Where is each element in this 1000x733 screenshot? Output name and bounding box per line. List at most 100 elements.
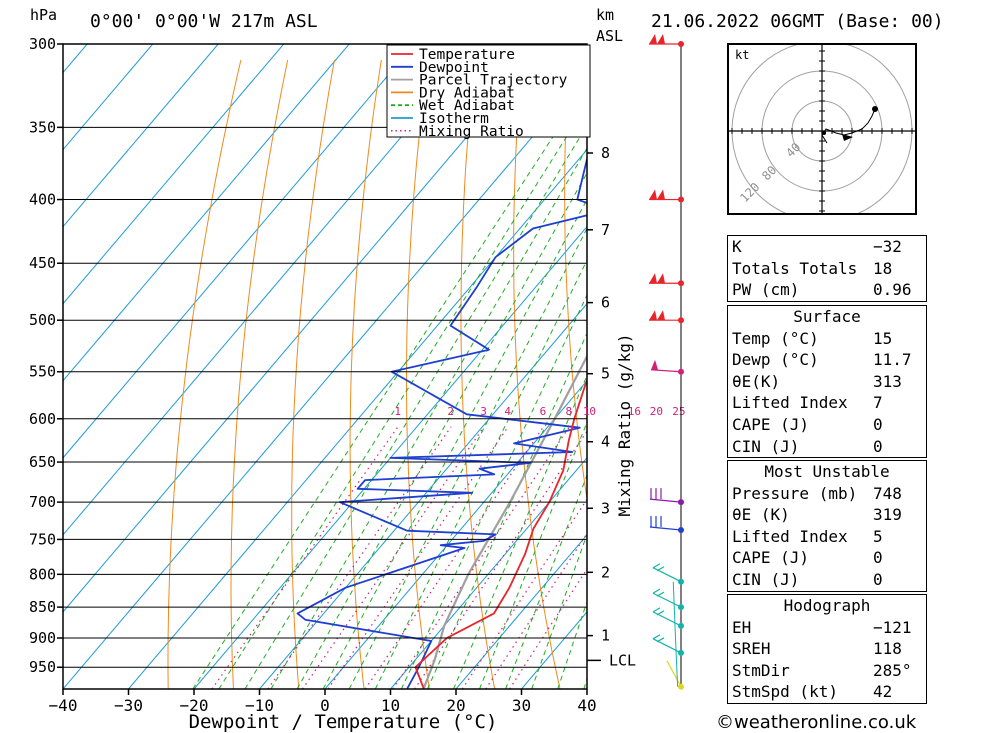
wet-adiabat-line [244, 124, 587, 689]
pressure-tick-label: 800 [29, 565, 56, 583]
pressure-tick-label: 400 [29, 191, 56, 209]
mixing-ratio-label: 4 [504, 405, 511, 418]
mixing-ratio-line [485, 532, 587, 689]
pressure-tick-label: 700 [29, 493, 56, 511]
index-value: 0.96 [873, 280, 912, 300]
surface-label: Temp (°C) [732, 328, 819, 348]
dry-adiabat-line [406, 59, 430, 689]
most-unstable-label: CAPE (J) [732, 548, 810, 568]
hodograph-ring-label-80: 80 [759, 163, 779, 183]
dry-adiabat-line [230, 59, 289, 689]
wet-adiabat-line [270, 147, 587, 689]
mixing-ratio-label: 2 [447, 405, 454, 418]
asl-label: ASL [596, 27, 624, 45]
pressure-tick-label: 900 [29, 629, 56, 647]
mixing-ratio-label: 3 [480, 405, 487, 418]
surface-title: Surface [793, 307, 861, 326]
indices-table: K −32 Totals Totals 18 PW (cm) 0.96 [727, 235, 927, 302]
wind-barb-feather [652, 563, 661, 569]
most-unstable-row: CAPE (J) 0 [728, 547, 926, 569]
x-tick-label: −20 [180, 696, 209, 715]
pressure-tick-label: 600 [29, 410, 56, 428]
index-row: PW (cm) 0.96 [728, 279, 926, 301]
wind-barb-feather [656, 591, 665, 597]
pressure-tick-label: 950 [29, 658, 56, 676]
hodograph-ring-label-120: 120 [737, 180, 762, 205]
location-title: 0°00' 0°00'W 217m ASL [90, 11, 318, 32]
dewpoint-line [296, 155, 587, 689]
wind-barb-shaft [652, 611, 682, 627]
x-tick-label: 0 [320, 696, 330, 715]
x-tick-label: −40 [49, 696, 78, 715]
index-label: K [732, 237, 742, 256]
index-label: PW (cm) [732, 280, 800, 300]
dry-adiabat-line [943, 60, 1000, 689]
altitude-tick-label: 3 [601, 499, 610, 517]
surface-label: Dewp (°C) [732, 350, 819, 370]
isotherm-line [63, 44, 547, 613]
hodograph-params-title: Hodograph [783, 596, 871, 615]
hodograph-end-dot [872, 106, 878, 112]
pressure-tick-label: 750 [29, 530, 56, 548]
wind-barb-pennant [657, 34, 665, 44]
mixing-ratio-label: 8 [566, 405, 573, 418]
dry-adiabat-line [291, 59, 335, 689]
pressure-tick-label: 500 [29, 311, 56, 329]
x-tick-label: 40 [577, 696, 596, 715]
mixing-ratio-label: 20 [650, 405, 663, 418]
hodograph-params-label: StmSpd (kt) [732, 682, 838, 702]
legend-label: Parcel Trajectory [419, 73, 568, 89]
dry-adiabat-line [564, 59, 587, 503]
wind-barb [649, 515, 684, 533]
x-tick-label: −30 [114, 696, 143, 715]
wet-adiabat-line [453, 374, 587, 689]
x-tick-label: 20 [446, 696, 465, 715]
isotherm-line [63, 44, 481, 536]
isotherm-line [63, 44, 350, 382]
index-row: K −32 [728, 236, 926, 258]
mixing-ratio-line [414, 430, 587, 689]
wind-barb-shaft [649, 498, 682, 503]
wind-barb-pennant [657, 273, 665, 284]
wind-barb-pennant [649, 189, 657, 200]
surface-row: CAPE (J) 0 [728, 414, 926, 436]
pressure-tick-label: 650 [29, 453, 56, 471]
wind-barb-pennant [651, 359, 658, 370]
pressure-tick-label: 550 [29, 363, 56, 381]
surface-label: CAPE (J) [732, 414, 810, 434]
x-tick-label: −10 [245, 696, 274, 715]
wet-adiabat-line [322, 198, 587, 689]
wind-barb-feather [656, 610, 665, 616]
x-tick-label: 10 [381, 696, 400, 715]
wind-barb [666, 660, 684, 690]
isotherm-line [390, 457, 587, 689]
credit-link[interactable]: ©weatheronline.co.uk [716, 712, 917, 733]
dry-adiabat-line [513, 59, 561, 689]
wind-barb-pennant [657, 189, 665, 200]
isotherm-line [259, 302, 587, 689]
hodograph-params-row: StmSpd (kt) 42 [728, 681, 926, 703]
lcl-label: LCL [609, 651, 636, 669]
isotherm-line [0, 44, 22, 689]
mixing-ratio-label: 10 [583, 405, 596, 418]
hodograph-chart: kt 40 80 120 [729, 40, 915, 222]
most-unstable-row: Pressure (mb) 748 [728, 483, 926, 505]
legend-label: Mixing Ratio [419, 124, 524, 140]
mixing-ratio-label: 1 [394, 405, 401, 418]
most-unstable-title: Most Unstable [764, 462, 890, 481]
hodograph-panel: kt 40 80 120 [727, 40, 917, 222]
dry-adiabat-line [349, 59, 382, 689]
mixing-ratio-line [267, 426, 452, 689]
surface-value: 0 [873, 436, 883, 456]
surface-table: Surface Temp (°C) 15 Dewp (°C) 11.7 θE(K) 3… [727, 305, 927, 459]
pressure-unit-label: hPa [30, 6, 58, 24]
wind-barb [649, 273, 684, 287]
hodograph-params-row: SREH 118 [728, 638, 926, 660]
surface-label: Lifted Index [732, 393, 848, 413]
surface-label: CIN (J) [732, 436, 800, 456]
isotherm-line [128, 148, 587, 689]
dry-adiabat-line [167, 59, 242, 689]
isotherm-line [63, 44, 416, 459]
dry-adiabat-line [460, 59, 496, 689]
